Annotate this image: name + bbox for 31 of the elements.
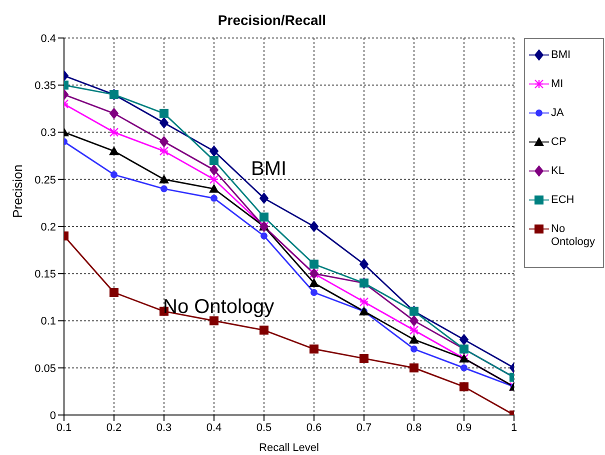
y-tick-label: 0.35 bbox=[34, 80, 56, 92]
x-tick-label: 0.9 bbox=[456, 422, 472, 434]
legend-label: ECH bbox=[551, 194, 574, 207]
x-tick-label: 0.3 bbox=[156, 422, 172, 434]
y-tick-label: 0.1 bbox=[40, 316, 56, 328]
y-tick-label: 0.3 bbox=[40, 127, 56, 140]
chart-title: Precision/Recall bbox=[216, 12, 328, 28]
x-axis-title: Recall Level bbox=[259, 442, 319, 454]
x-tick-label: 0.1 bbox=[56, 422, 72, 434]
legend-label: KL bbox=[551, 165, 564, 178]
x-tick-label: 0.8 bbox=[406, 422, 422, 434]
x-tick-label: 1 bbox=[510, 422, 518, 434]
x-tick-label: 0.5 bbox=[256, 422, 272, 434]
x-tick-label: 0.6 bbox=[306, 422, 322, 434]
legend-label: No Ontology bbox=[551, 223, 596, 249]
annotation: No Ontology bbox=[163, 296, 274, 319]
x-tick-label: 0.4 bbox=[206, 422, 222, 434]
y-tick-label: 0.4 bbox=[40, 32, 56, 45]
legend-label: CP bbox=[551, 136, 566, 149]
legend-label: JA bbox=[551, 107, 564, 120]
y-tick-label: 0.05 bbox=[34, 362, 56, 375]
x-tick-label: 0.2 bbox=[106, 422, 122, 434]
y-tick-label: 0.25 bbox=[34, 174, 56, 186]
x-tick-label: 0.7 bbox=[356, 422, 372, 434]
legend-label: BMI bbox=[551, 49, 571, 62]
y-tick-label: 0 bbox=[50, 410, 56, 422]
y-axis-title: Precision bbox=[10, 164, 26, 218]
legend-label: MI bbox=[551, 78, 564, 91]
y-tick-label: 0.15 bbox=[34, 268, 56, 281]
y-tick-label: 0.2 bbox=[40, 221, 56, 234]
annotation: BMI bbox=[251, 158, 287, 181]
